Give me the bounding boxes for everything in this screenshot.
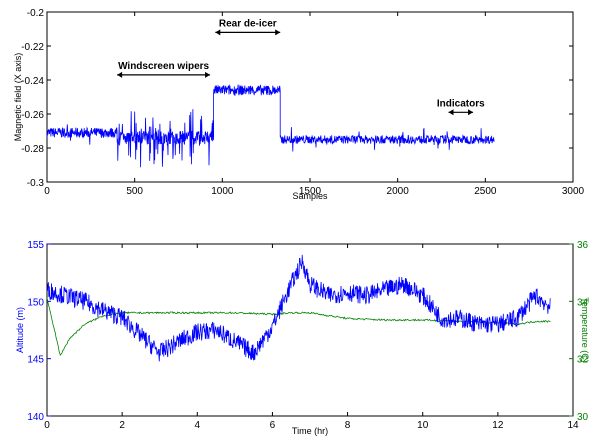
altitude-tick-label: 155 bbox=[27, 240, 44, 251]
top-plot-frame bbox=[46, 11, 574, 183]
top-x-ticks: 0 500 1000 1500 2000 2500 3000 bbox=[44, 12, 585, 197]
magnetic-field-series-line bbox=[46, 83, 495, 168]
temperature-series-line bbox=[46, 297, 551, 356]
top-annotations: Windscreen wipers Rear de-icer Indicators bbox=[117, 18, 485, 116]
annotation-label: Indicators bbox=[437, 98, 485, 109]
altitude-tick-label: 145 bbox=[27, 355, 44, 366]
bottom-x-tick-label: 8 bbox=[345, 420, 351, 431]
top-y-tick-label: -0.22 bbox=[21, 42, 44, 53]
bottom-x-tick-label: 6 bbox=[270, 420, 276, 431]
top-y-tick-label: -0.24 bbox=[21, 76, 44, 87]
top-x-tick-label: 1000 bbox=[211, 186, 234, 197]
altitude-tick-label: 150 bbox=[27, 297, 44, 308]
annotation-arrowhead bbox=[448, 109, 454, 116]
top-y-ticks: -0.3 -0.28 -0.26 -0.24 -0.22 -0.2 bbox=[21, 8, 573, 189]
temperature-tick-label: 30 bbox=[577, 412, 589, 423]
bottom-x-ticks: 0 2 4 6 8 10 12 14 bbox=[44, 244, 579, 431]
annotation-arrowhead bbox=[205, 71, 211, 78]
bottom-left-y-ticks: 140 145 150 155 bbox=[27, 240, 51, 423]
bottom-x-axis-label: Time (hr) bbox=[292, 426, 328, 436]
altitude-series-line bbox=[46, 254, 551, 362]
top-y-tick-label: -0.3 bbox=[27, 178, 45, 189]
bottom-x-tick-label: 4 bbox=[195, 420, 201, 431]
top-y-axis-label: Magnetic field (X axis) bbox=[13, 53, 23, 142]
top-x-tick-label: 2000 bbox=[387, 186, 410, 197]
top-y-tick-label: -0.28 bbox=[21, 144, 44, 155]
top-x-axis-label: Samples bbox=[292, 191, 328, 201]
bottom-x-tick-label: 10 bbox=[417, 420, 429, 431]
temperature-tick-label: 36 bbox=[577, 240, 589, 251]
annotation-label: Windscreen wipers bbox=[118, 61, 209, 72]
bottom-x-tick-label: 2 bbox=[119, 420, 125, 431]
top-y-tick-label: -0.26 bbox=[21, 110, 44, 121]
annotation-label: Rear de-icer bbox=[219, 18, 277, 29]
annotation-arrowhead bbox=[275, 29, 281, 36]
top-y-tick-label: -0.2 bbox=[27, 8, 45, 19]
bottom-x-tick-label: 14 bbox=[567, 420, 579, 431]
top-x-tick-label: 2500 bbox=[474, 186, 497, 197]
altitude-axis-label: Altitude (m) bbox=[15, 307, 25, 353]
annotation-arrowhead bbox=[215, 29, 221, 36]
bottom-right-y-ticks: 30 32 34 36 bbox=[569, 240, 589, 423]
bottom-x-tick-label: 0 bbox=[44, 420, 50, 431]
altitude-tick-label: 140 bbox=[27, 412, 44, 423]
bottom-x-tick-label: 12 bbox=[492, 420, 504, 431]
top-x-tick-label: 0 bbox=[44, 186, 50, 197]
bottom-plot-frame bbox=[46, 243, 574, 417]
top-x-tick-label: 3000 bbox=[562, 186, 585, 197]
top-x-tick-label: 500 bbox=[126, 186, 143, 197]
altitude-temperature-panel: 0 2 4 6 8 10 12 14 140 145 150 155 30 32 34 36 Time (… bbox=[15, 240, 590, 436]
temperature-tick-label: 32 bbox=[577, 355, 589, 366]
temperature-axis-label: Temperature (C) bbox=[580, 297, 590, 363]
top-x-tick-label: 1500 bbox=[299, 186, 322, 197]
annotation-arrowhead bbox=[117, 71, 123, 78]
temperature-tick-label: 34 bbox=[577, 297, 589, 308]
magnetic-field-panel: 0 500 1000 1500 2000 2500 3000 -0.3-0.28-0.26-… bbox=[13, 8, 585, 201]
annotation-arrowhead bbox=[468, 109, 474, 116]
